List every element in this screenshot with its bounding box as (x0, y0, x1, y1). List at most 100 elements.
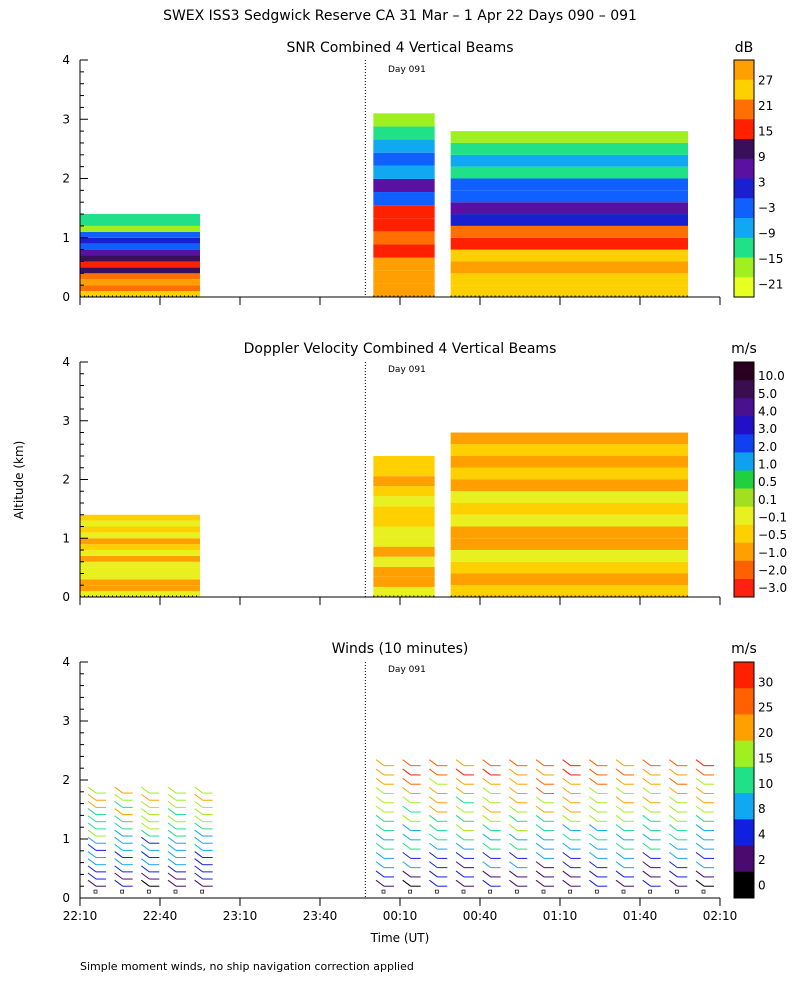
wind-barb (562, 787, 571, 794)
wind-barb (482, 805, 491, 813)
data-cell (373, 456, 435, 467)
winds-panel: Winds (10 minutes) m/s Day 091 0 1 2 3 4 22:1… (62, 641, 773, 923)
wind-barb (642, 814, 651, 822)
wind-barb (114, 815, 123, 823)
data-cell (450, 538, 688, 550)
colorbar-frame (733, 361, 755, 598)
colorbar-tick-label: 3.0 (758, 422, 777, 436)
calm-marker (514, 889, 519, 894)
colorbar-tick-label: 25 (758, 701, 773, 715)
wind-barb (429, 814, 438, 822)
data-cell (80, 573, 200, 580)
wind-barb (87, 836, 97, 844)
wind-barb (669, 814, 678, 822)
wind-barb (695, 842, 705, 850)
colorbar-tick-label: −0.5 (758, 528, 787, 542)
wind-barb (194, 815, 203, 823)
wind-barb (669, 870, 678, 878)
wind-barb (455, 879, 465, 887)
wind-barb (562, 796, 571, 804)
doppler-panel: Doppler Velocity Combined 4 Vertical Bea… (62, 341, 787, 605)
data-cell (450, 154, 688, 167)
wind-barb (642, 851, 651, 859)
data-cell (450, 190, 688, 203)
y-tick-label: 1 (62, 531, 70, 545)
data-cell (373, 113, 435, 127)
wind-barb (615, 768, 625, 776)
wind-barb (114, 793, 123, 801)
colorbar-swatch (734, 398, 754, 417)
wind-barb (562, 879, 571, 887)
wind-barb (695, 833, 705, 841)
wind-barb (562, 768, 571, 776)
snr-day-marker: Day 091 (388, 65, 426, 75)
y-tick-label: 4 (62, 355, 70, 369)
colorbar-swatch (734, 740, 754, 768)
colorbar-tick-label: −15 (758, 252, 783, 266)
wind-barb (482, 861, 491, 869)
colorbar-tick-label: 0 (758, 878, 766, 892)
wind-barb (87, 793, 97, 801)
winds-day-marker: Day 091 (388, 665, 426, 675)
wind-barb (375, 851, 385, 859)
calm-marker (568, 889, 573, 894)
colorbar-swatch (734, 380, 754, 399)
data-cell (373, 586, 435, 597)
wind-barb (402, 879, 411, 887)
wind-barb (87, 786, 97, 794)
wind-barb (695, 777, 705, 785)
calm-marker (701, 889, 706, 894)
wind-barb (429, 824, 438, 831)
data-cell (450, 202, 688, 215)
wind-barb (615, 870, 625, 878)
wind-barb (535, 796, 545, 804)
wind-barb (482, 824, 491, 831)
wind-barb (141, 822, 150, 830)
colorbar-tick-label: 2 (758, 853, 766, 867)
doppler-units-label: m/s (731, 341, 757, 357)
data-cell (80, 550, 200, 556)
data-cell (373, 546, 435, 557)
wind-barb (615, 814, 625, 822)
wind-barb (589, 824, 598, 831)
wind-barb (482, 842, 491, 850)
wind-barb (642, 777, 651, 785)
wind-barb (429, 759, 438, 767)
wind-barb (535, 787, 545, 794)
wind-barb (167, 793, 177, 801)
wind-barb (194, 808, 203, 815)
wind-barb (375, 861, 385, 869)
colorbar-swatch (734, 470, 754, 490)
wind-barb (669, 851, 678, 859)
data-cell (80, 579, 200, 586)
data-cell (450, 237, 688, 250)
data-cell (80, 267, 200, 274)
x-tick-label: 23:40 (303, 909, 338, 923)
colorbar-frame (733, 661, 755, 899)
wind-barb (429, 879, 438, 887)
wind-barb (562, 861, 571, 869)
wind-barb (535, 759, 545, 767)
wind-barb (669, 805, 678, 813)
wind-barb (642, 796, 651, 804)
y-tick-label: 2 (62, 473, 70, 487)
data-cell (450, 503, 688, 515)
wind-barb (194, 858, 203, 866)
x-tick-label: 00:10 (383, 909, 418, 923)
data-cell (373, 139, 435, 153)
wind-barb (589, 833, 598, 841)
winds-units-label: m/s (731, 641, 757, 657)
calm-marker (594, 889, 599, 894)
calm-marker (120, 889, 125, 894)
wind-barb (509, 805, 518, 813)
colorbar-tick-label: 10 (758, 777, 773, 791)
colorbar-swatch (734, 871, 754, 899)
wind-barb (455, 861, 465, 869)
data-cell (373, 165, 435, 179)
wind-barb (429, 787, 438, 794)
y-tick-label: 3 (62, 112, 70, 126)
wind-barb (589, 759, 598, 767)
data-cell (450, 573, 688, 586)
colorbar-swatch (734, 178, 754, 199)
x-tick-label: 02:10 (703, 909, 738, 923)
